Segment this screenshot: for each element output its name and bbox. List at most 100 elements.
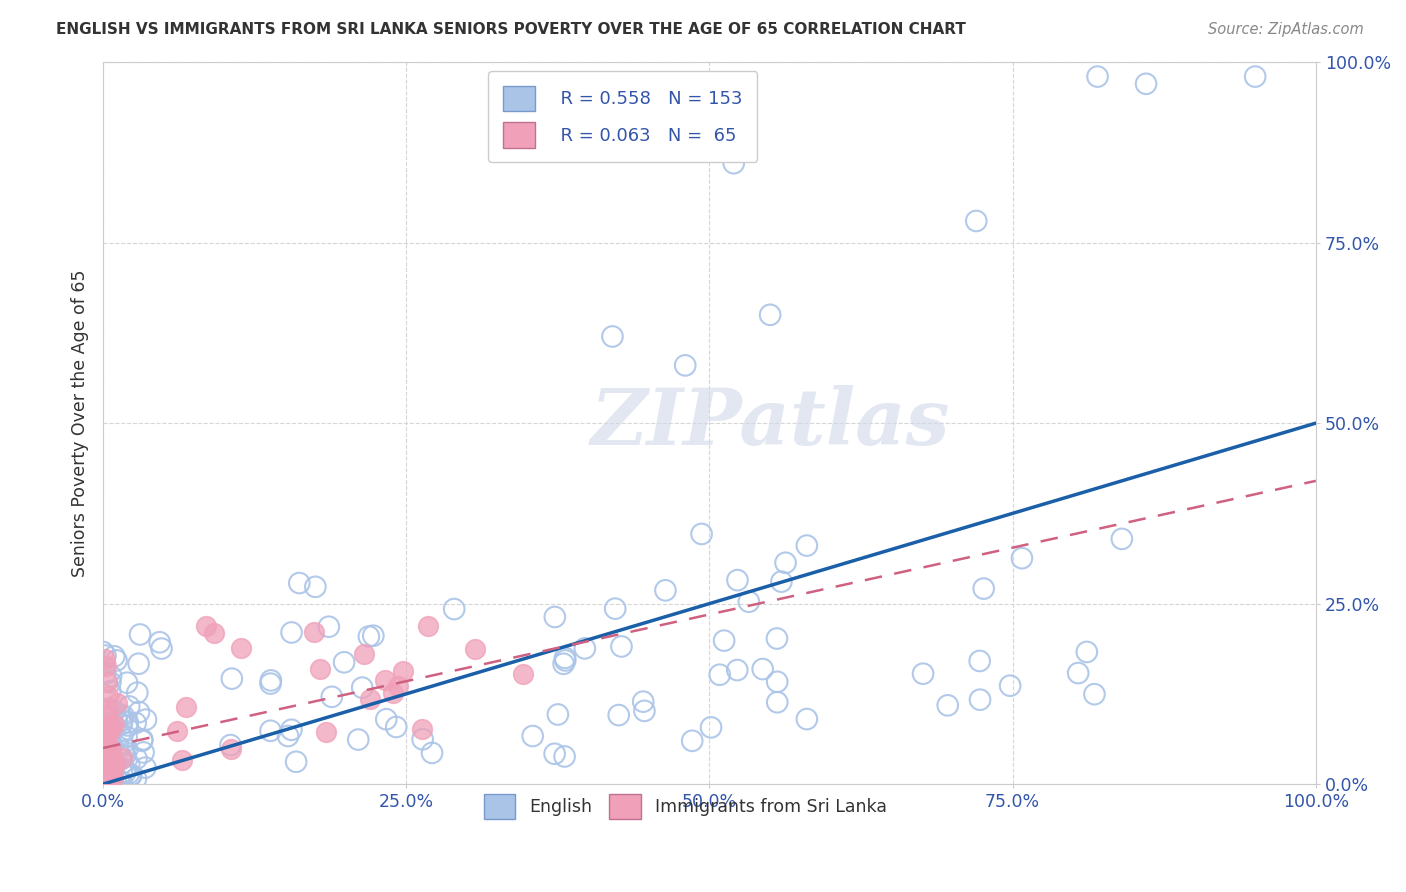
- Point: [288, 576, 311, 591]
- Point: [93, 756, 115, 771]
- Point: [97, 718, 120, 732]
- Point: [100, 727, 122, 741]
- Point: [97, 743, 120, 757]
- Point: [392, 664, 415, 678]
- Point: [117, 715, 139, 730]
- Point: [93, 753, 115, 767]
- Point: [110, 727, 132, 741]
- Point: [100, 720, 122, 734]
- Point: [318, 620, 340, 634]
- Point: [94, 652, 117, 666]
- Point: [766, 695, 789, 709]
- Point: [100, 756, 122, 771]
- Point: [94, 730, 117, 744]
- Point: [105, 712, 128, 726]
- Point: [1087, 70, 1109, 84]
- Point: [93, 747, 115, 761]
- Point: [96, 710, 118, 724]
- Point: [93, 765, 115, 780]
- Point: [94, 761, 117, 775]
- Point: [100, 742, 122, 756]
- Point: [709, 667, 731, 681]
- Point: [94, 659, 117, 673]
- Point: [132, 746, 155, 760]
- Point: [97, 710, 120, 724]
- Point: [308, 662, 330, 676]
- Point: [120, 768, 142, 782]
- Point: [103, 717, 125, 731]
- Point: [91, 751, 114, 765]
- Point: [285, 755, 308, 769]
- Point: [94, 728, 117, 742]
- Point: [770, 574, 793, 589]
- Point: [543, 747, 565, 761]
- Point: [727, 573, 749, 587]
- Point: [93, 759, 115, 773]
- Point: [94, 648, 117, 663]
- Point: [115, 730, 138, 744]
- Point: [796, 712, 818, 726]
- Point: [98, 723, 121, 738]
- Point: [101, 718, 124, 732]
- Point: [673, 359, 696, 373]
- Point: [259, 676, 281, 690]
- Point: [333, 655, 356, 669]
- Point: [633, 704, 655, 718]
- Point: [766, 674, 789, 689]
- Point: [353, 647, 375, 661]
- Point: [118, 757, 141, 772]
- Point: [103, 760, 125, 774]
- Point: [382, 685, 405, 699]
- Point: [512, 666, 534, 681]
- Point: [766, 632, 789, 646]
- Point: [219, 738, 242, 752]
- Point: [96, 752, 118, 766]
- Point: [259, 723, 281, 738]
- Point: [105, 653, 128, 667]
- Point: [973, 582, 995, 596]
- Point: [1244, 70, 1267, 84]
- Point: [93, 749, 115, 764]
- Point: [93, 766, 115, 780]
- Point: [965, 214, 987, 228]
- Point: [93, 750, 115, 764]
- Point: [607, 708, 630, 723]
- Point: [96, 756, 118, 771]
- Point: [202, 625, 225, 640]
- Point: [554, 653, 576, 667]
- Point: [1083, 687, 1105, 701]
- Point: [93, 745, 115, 759]
- Point: [443, 602, 465, 616]
- Point: [221, 672, 243, 686]
- Point: [700, 720, 723, 734]
- Point: [544, 610, 567, 624]
- Point: [120, 768, 142, 782]
- Point: [738, 595, 761, 609]
- Point: [129, 627, 152, 641]
- Point: [385, 720, 408, 734]
- Point: [98, 734, 121, 748]
- Point: [280, 723, 302, 737]
- Point: [219, 742, 242, 756]
- Point: [723, 156, 745, 170]
- Point: [108, 776, 131, 790]
- Point: [97, 718, 120, 732]
- Point: [131, 734, 153, 748]
- Point: [315, 724, 337, 739]
- Point: [128, 657, 150, 671]
- Point: [1111, 532, 1133, 546]
- Point: [166, 723, 188, 738]
- Point: [98, 722, 121, 736]
- Point: [111, 713, 134, 727]
- Point: [375, 712, 398, 726]
- Point: [103, 764, 125, 778]
- Point: [93, 738, 115, 752]
- Point: [98, 710, 121, 724]
- Point: [117, 742, 139, 756]
- Point: [98, 684, 121, 698]
- Point: [97, 702, 120, 716]
- Point: [280, 625, 302, 640]
- Point: [96, 674, 118, 689]
- Point: [107, 739, 129, 754]
- Point: [464, 641, 486, 656]
